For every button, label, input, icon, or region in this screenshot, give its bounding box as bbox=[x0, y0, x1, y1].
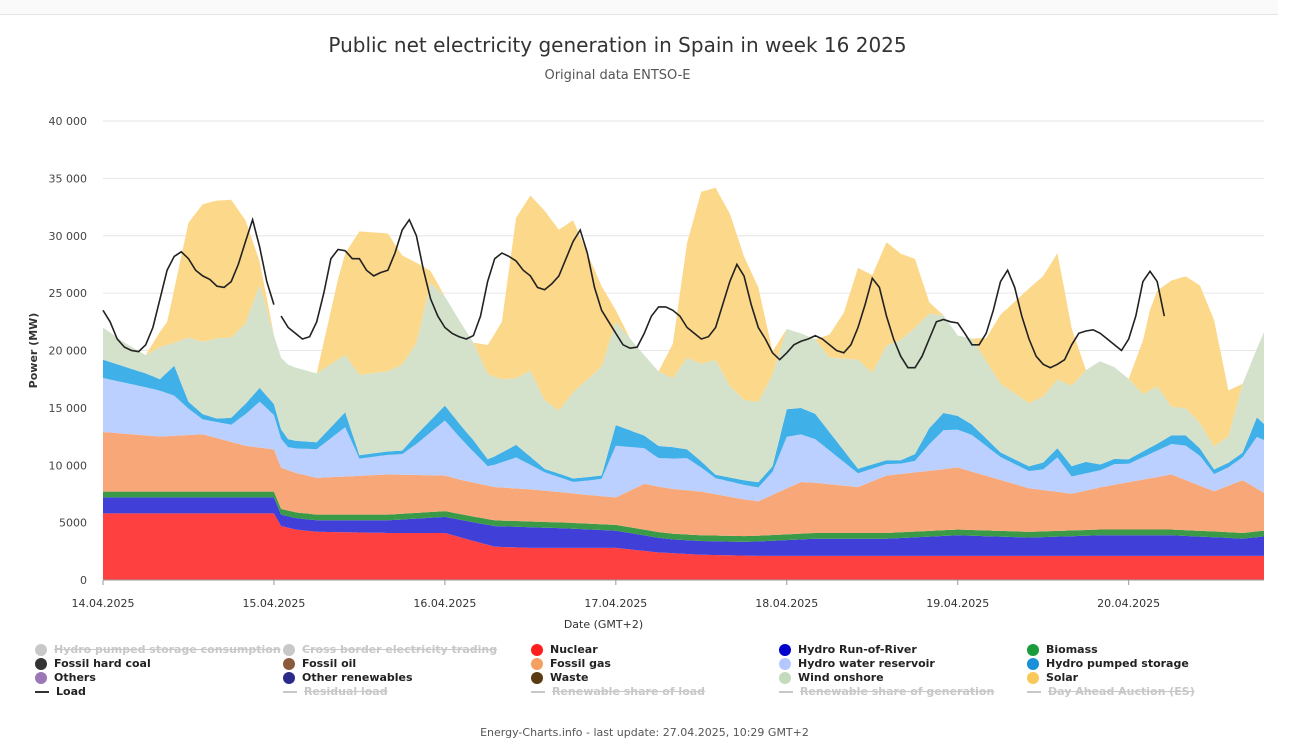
legend-label: Biomass bbox=[1046, 643, 1098, 656]
legend-dot-icon bbox=[779, 657, 791, 670]
chart-title: Public net electricity generation in Spa… bbox=[328, 33, 907, 57]
legend-dot-icon bbox=[531, 657, 543, 670]
legend-dot-icon bbox=[779, 643, 791, 656]
legend-dot-icon bbox=[283, 671, 295, 684]
chart-subtitle: Original data ENTSO-E bbox=[544, 68, 691, 83]
y-tick-label: 15 000 bbox=[49, 402, 88, 415]
legend-dot-icon bbox=[283, 657, 295, 670]
area-nuclear[interactable] bbox=[103, 513, 1264, 580]
legend-label: Fossil gas bbox=[550, 657, 611, 670]
legend-item-other-renewables[interactable]: Other renewables bbox=[283, 671, 413, 684]
legend-item-cross-border-electricity-trading[interactable]: Cross border electricity trading bbox=[283, 643, 497, 656]
legend-line-icon bbox=[531, 690, 545, 693]
y-tick-label: 25 000 bbox=[49, 287, 88, 300]
legend-item-residual-load[interactable]: Residual load bbox=[283, 685, 388, 698]
legend-item-fossil-oil[interactable]: Fossil oil bbox=[283, 657, 356, 670]
legend-item-others[interactable]: Others bbox=[35, 671, 96, 684]
load-line-layer bbox=[102, 216, 1166, 369]
legend-label: Renewable share of load bbox=[552, 685, 706, 698]
legend-item-nuclear[interactable]: Nuclear bbox=[531, 643, 598, 656]
area-fossil_gas[interactable] bbox=[103, 432, 1264, 537]
legend-item-fossil-hard-coal[interactable]: Fossil hard coal bbox=[35, 657, 151, 670]
legend-label: Hydro Run-of-River bbox=[798, 643, 917, 656]
legend-dot-icon bbox=[1027, 643, 1039, 656]
y-tick-label: 35 000 bbox=[49, 172, 88, 185]
area-hydro_pumped[interactable] bbox=[103, 359, 1264, 488]
y-axis-title: Power (MW) bbox=[27, 313, 40, 389]
legend-dot-icon bbox=[1027, 671, 1039, 684]
y-tick-label: 30 000 bbox=[49, 230, 88, 243]
y-tick-label: 10 000 bbox=[49, 459, 88, 472]
legend-label: Fossil hard coal bbox=[54, 657, 151, 670]
legend-item-day-ahead-auction-es[interactable]: Day Ahead Auction (ES) bbox=[1027, 685, 1195, 698]
legend-label: Waste bbox=[550, 671, 589, 684]
legend-item-hydro-run-of-river[interactable]: Hydro Run-of-River bbox=[779, 643, 917, 656]
legend-dot-icon bbox=[283, 643, 295, 656]
legend-label: Cross border electricity trading bbox=[302, 643, 498, 656]
x-tick-label: 16.04.2025 bbox=[413, 597, 476, 610]
footer-update: Energy-Charts.info - last update: 27.04.… bbox=[480, 726, 809, 739]
legend-line-icon bbox=[35, 690, 49, 693]
legend-label: Other renewables bbox=[302, 671, 413, 684]
y-tick-label: 0 bbox=[80, 574, 87, 587]
legend-label: Day Ahead Auction (ES) bbox=[1048, 685, 1195, 698]
legend-item-renewable-share-of-load[interactable]: Renewable share of load bbox=[531, 685, 705, 698]
x-tick-label: 15.04.2025 bbox=[242, 597, 305, 610]
legend-item-hydro-pumped-storage[interactable]: Hydro pumped storage bbox=[1027, 657, 1189, 670]
legend-item-biomass[interactable]: Biomass bbox=[1027, 643, 1098, 656]
legend-dot-icon bbox=[779, 671, 791, 684]
legend-label: Hydro water reservoir bbox=[798, 657, 935, 670]
legend-label: Fossil oil bbox=[302, 657, 357, 670]
legend-label: Wind onshore bbox=[798, 671, 884, 684]
area-biomass[interactable] bbox=[103, 491, 1264, 542]
x-tick-label: 14.04.2025 bbox=[72, 597, 135, 610]
legend-label: Others bbox=[54, 671, 96, 684]
legend-item-renewable-share-of-generation[interactable]: Renewable share of generation bbox=[779, 685, 994, 698]
x-tick-label: 20.04.2025 bbox=[1097, 597, 1160, 610]
legend-label: Solar bbox=[1046, 671, 1079, 684]
legend-item-wind-onshore[interactable]: Wind onshore bbox=[779, 671, 884, 684]
area-wind[interactable] bbox=[103, 282, 1264, 483]
y-tick-label: 40 000 bbox=[49, 115, 88, 128]
legend-item-load[interactable]: Load bbox=[35, 685, 86, 698]
legend-dot-icon bbox=[35, 643, 47, 656]
top-bar bbox=[0, 0, 1278, 15]
legend-line-icon bbox=[283, 690, 297, 693]
legend-label: Hydro pumped storage consumption bbox=[54, 643, 281, 656]
stacked-areas bbox=[103, 187, 1264, 580]
legend-dot-icon bbox=[35, 657, 47, 670]
legend-item-solar[interactable]: Solar bbox=[1027, 671, 1078, 684]
legend-item-hydro-pumped-storage-consumption[interactable]: Hydro pumped storage consumption bbox=[35, 643, 281, 656]
legend-item-waste[interactable]: Waste bbox=[531, 671, 588, 684]
load-line[interactable] bbox=[102, 216, 1166, 369]
x-tick-label: 19.04.2025 bbox=[926, 597, 989, 610]
legend-line-icon bbox=[779, 690, 793, 693]
x-tick-label: 18.04.2025 bbox=[755, 597, 818, 610]
legend-label: Load bbox=[56, 685, 86, 698]
area-hydro_reservoir[interactable] bbox=[103, 378, 1264, 502]
y-tick-label: 5000 bbox=[59, 517, 87, 530]
legend-label: Hydro pumped storage bbox=[1046, 657, 1189, 670]
area-hydro_run[interactable] bbox=[103, 497, 1264, 556]
legend-label: Nuclear bbox=[550, 643, 598, 656]
legend-line-icon bbox=[1027, 690, 1041, 693]
chart-plot[interactable]: 0 5000 10 000 15 000 20 000 25 000 30 000 35 00… bbox=[0, 0, 1289, 640]
x-tick-label: 17.04.2025 bbox=[584, 597, 647, 610]
axes: 0 5000 10 000 15 000 20 000 25 000 30 000 35 00… bbox=[27, 115, 1264, 631]
legend-dot-icon bbox=[531, 671, 543, 684]
x-axis-title: Date (GMT+2) bbox=[564, 618, 643, 631]
legend-item-fossil-gas[interactable]: Fossil gas bbox=[531, 657, 611, 670]
legend-label: Residual load bbox=[304, 685, 388, 698]
legend-item-hydro-water-reservoir[interactable]: Hydro water reservoir bbox=[779, 657, 935, 670]
legend-label: Renewable share of generation bbox=[800, 685, 995, 698]
y-tick-label: 20 000 bbox=[49, 345, 88, 358]
legend-dot-icon bbox=[1027, 657, 1039, 670]
legend-dot-icon bbox=[531, 643, 543, 656]
legend-dot-icon bbox=[35, 671, 47, 684]
area-solar[interactable] bbox=[103, 187, 1264, 447]
